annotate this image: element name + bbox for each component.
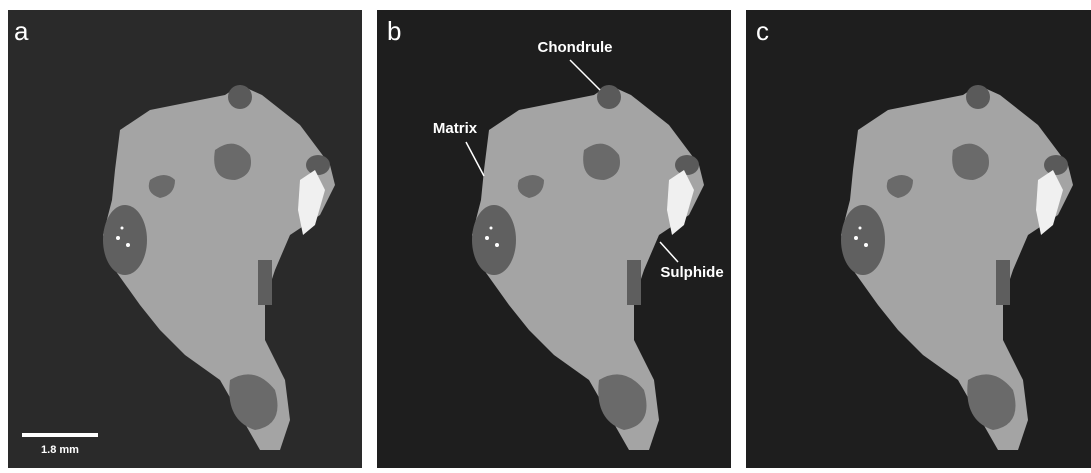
annotation: Matrix — [433, 120, 478, 137]
panel-b: b Chondrule Matrix Sulphide — [377, 10, 731, 468]
panel-a: a 1.8 mm — [8, 10, 362, 468]
scale-bar-label: 1.8 mm — [41, 444, 79, 456]
figure: a 1.8 mm b Chondrule Matrix Sulphide c — [0, 0, 1091, 468]
panel-label: a — [14, 16, 29, 46]
annotation: Sulphide — [660, 264, 723, 281]
annotation: Chondrule — [538, 39, 613, 56]
panel-label: c — [756, 16, 769, 46]
scale-bar — [22, 433, 98, 437]
panel-c: c — [746, 10, 1091, 468]
panel-label: b — [387, 16, 401, 46]
